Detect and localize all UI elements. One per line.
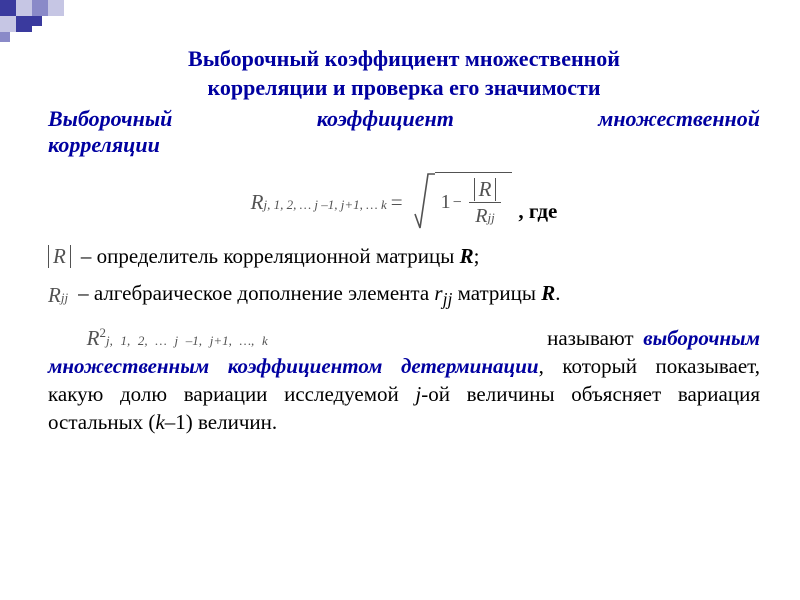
definition-cofactor: Rjj – алгебраическое дополнение элемента… [48, 281, 760, 310]
sqrt-expression: 1 − R Rjj [413, 172, 513, 232]
r-squared-symbol: R2j, 1, 2, … j –1, j+1, …, k [48, 326, 277, 350]
decor-square [0, 32, 10, 42]
sqrt-icon [413, 172, 435, 232]
title-line-2: корреляции и проверка его значимости [207, 75, 600, 100]
determination-paragraph: R2j, 1, 2, … j –1, j+1, …, k называют вы… [48, 324, 760, 436]
definition-1-text: – определитель корреляционной матрицы R; [81, 244, 480, 269]
title-line-1: Выборочный коэффициент множественной [188, 46, 620, 71]
term-sample: выборочным [643, 326, 760, 350]
corner-decoration [0, 0, 100, 45]
determinant-symbol: R [48, 244, 71, 269]
subtitle-line-2: корреляции [48, 132, 760, 158]
decor-square [0, 0, 16, 16]
sqrt-body: 1 − R Rjj [435, 172, 513, 232]
decor-square [16, 0, 32, 16]
decor-square [16, 16, 32, 32]
decor-square [32, 16, 42, 26]
cofactor-symbol: Rjj [48, 283, 68, 308]
slide-content: Выборочный коэффициент множественной кор… [48, 45, 760, 436]
definition-determinant: R – определитель корреляционной матрицы … [48, 244, 760, 269]
fraction-denominator: Rjj [469, 202, 500, 227]
main-formula: Rj, 1, 2, … j –1, j+1, … k = 1 − R Rjj [48, 172, 760, 232]
fraction-numerator: R [468, 178, 503, 202]
equals-sign: = [391, 190, 403, 215]
decor-square [32, 0, 48, 16]
fraction: R Rjj [468, 178, 503, 227]
decor-square [0, 16, 16, 32]
subtitle-line-1: Выборочный коэффициент множественной [48, 106, 760, 132]
formula-lhs: Rj, 1, 2, … j –1, j+1, … k [251, 190, 387, 215]
decor-square [48, 0, 64, 16]
main-title: Выборочный коэффициент множественной кор… [48, 45, 760, 102]
term-determination-coef: множественным коэффициентом детерминации [48, 354, 539, 378]
definition-2-text: – алгебраическое дополнение элемента rjj… [78, 281, 560, 310]
formula-suffix: , где [518, 199, 557, 232]
